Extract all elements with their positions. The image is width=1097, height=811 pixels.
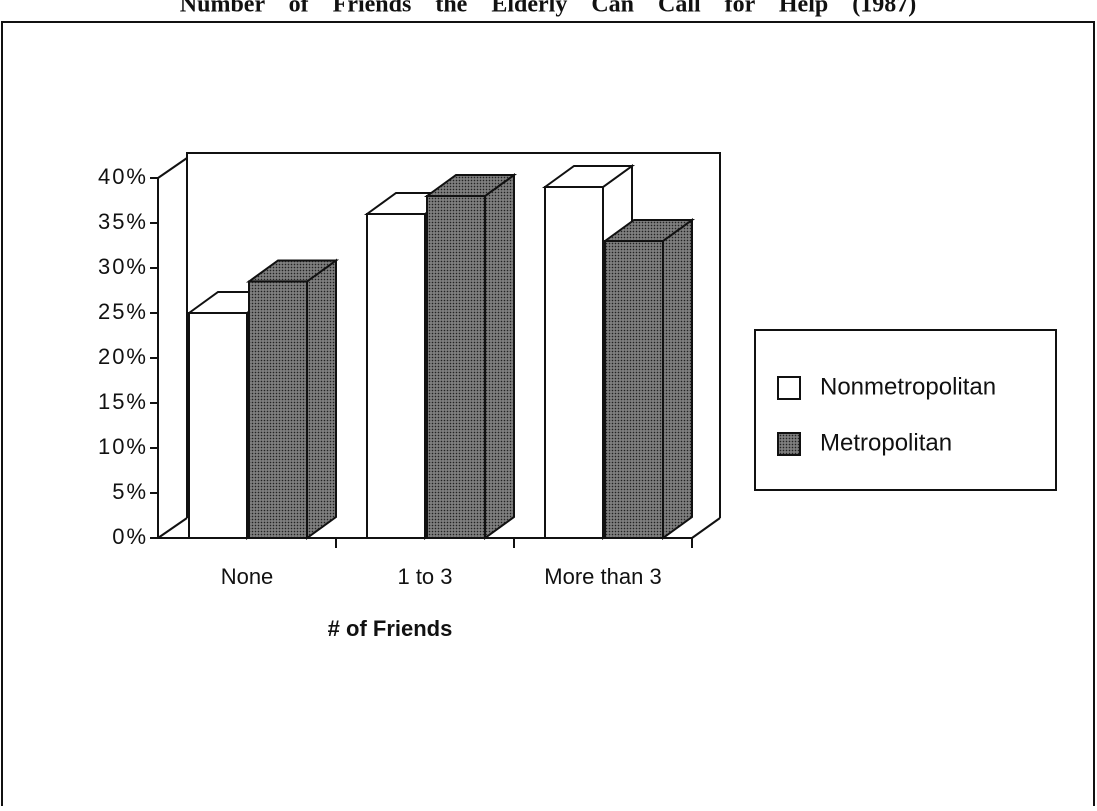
back-wall: [186, 152, 721, 518]
bar-side: [662, 218, 693, 540]
frame: [1, 21, 1095, 811]
chart-title: Number of Friends the Elderly Can Call f…: [180, 0, 916, 18]
y-tick-label: 30%: [98, 254, 148, 279]
bar: [188, 312, 248, 539]
y-tick-label: 5%: [112, 479, 148, 504]
legend-label: Nonmetropolitan: [820, 373, 996, 400]
x-tick-label: More than 3: [544, 564, 661, 589]
y-tick-label: 10%: [98, 434, 148, 459]
bar-side: [484, 173, 515, 540]
y-tick-label: 0%: [112, 524, 148, 549]
x-tick-label: None: [221, 564, 274, 589]
bar: [426, 195, 486, 539]
x-tick-label: 1 to 3: [397, 564, 452, 589]
legend-swatch: [777, 432, 801, 456]
y-tick-label: 15%: [98, 389, 148, 414]
y-tick-label: 35%: [98, 209, 148, 234]
floor-edge: [691, 517, 721, 539]
y-tick-label: 40%: [98, 164, 148, 189]
bar: [604, 240, 664, 539]
bar: [366, 213, 426, 539]
wall-edge: [157, 157, 188, 179]
legend-label: Metropolitan: [820, 429, 952, 456]
y-tick-label: 20%: [98, 344, 148, 369]
bar: [248, 280, 308, 539]
y-tick-label: 25%: [98, 299, 148, 324]
bar: [544, 186, 604, 539]
legend-swatch: [777, 376, 801, 400]
bar-side: [306, 258, 337, 540]
x-axis-label: # of Friends: [328, 616, 453, 641]
floor-edge: [157, 517, 188, 539]
legend: [754, 329, 1057, 491]
